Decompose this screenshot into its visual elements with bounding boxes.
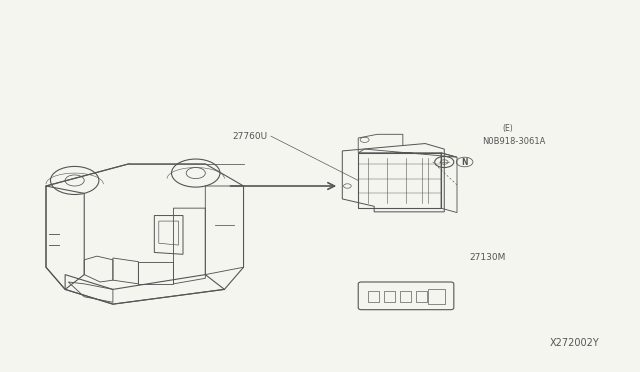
Text: N0B918-3061A: N0B918-3061A <box>483 137 546 146</box>
Bar <box>358 153 441 208</box>
Bar <box>415 291 427 302</box>
Bar <box>399 291 411 302</box>
Text: N: N <box>461 157 468 167</box>
Bar <box>428 289 445 304</box>
Bar <box>384 291 395 302</box>
Bar <box>368 291 380 302</box>
Text: 27130M: 27130M <box>470 253 506 262</box>
Text: X272002Y: X272002Y <box>549 339 599 349</box>
Text: 27760U: 27760U <box>232 132 268 141</box>
Text: (E): (E) <box>502 124 513 133</box>
